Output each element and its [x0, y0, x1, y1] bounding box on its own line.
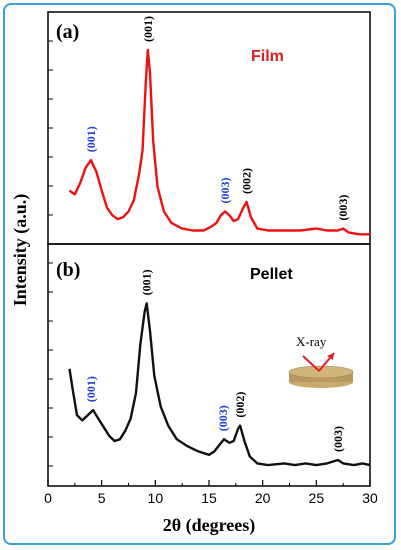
incident-ray: [302, 355, 320, 372]
peak-label: (001): [84, 376, 98, 402]
arrow-head-icon: [327, 353, 334, 360]
peak-label: (001): [140, 269, 154, 295]
peak-label: (003): [216, 405, 230, 431]
x-tick-label: 15: [201, 490, 217, 506]
pellet-label: Pellet: [250, 266, 293, 283]
x-tick-label: 10: [148, 490, 164, 506]
panel-b-label: (b): [56, 259, 80, 281]
figure-frame: [3, 3, 396, 545]
film-label: Film: [251, 48, 284, 65]
peak-label: (001): [141, 16, 155, 42]
x-tick-label: 30: [362, 490, 378, 506]
panel-b-frame: [47, 243, 371, 487]
peak-label: (003): [218, 178, 232, 204]
x-tick-label: 5: [98, 490, 106, 506]
peak-label: (003): [331, 426, 345, 452]
pellet-xrd-line: [68, 302, 371, 467]
tick-marks: 0 5 10 15 20 25 30: [44, 40, 378, 506]
peak-label: (003): [336, 195, 350, 221]
y-axis-label: Intensity (a.u.): [10, 194, 31, 307]
xray-inset: X-ray: [288, 334, 354, 388]
panel-a-label: (a): [56, 21, 79, 43]
x-tick-label: 20: [255, 490, 271, 506]
film-xrd-line: [68, 48, 370, 236]
xray-label: X-ray: [296, 334, 327, 349]
sample-disk-top: [288, 365, 354, 379]
series-layer: [68, 48, 371, 467]
x-axis-label: 2θ (degrees): [163, 515, 256, 536]
peak-label: (001): [84, 126, 98, 152]
x-tick-label: 0: [44, 490, 52, 506]
peak-labels-layer: (001)(001)(003) (002)(003)(001)(001)(003)…: [84, 16, 350, 452]
peak-label: (002): [233, 392, 247, 418]
x-tick-label: 25: [309, 490, 325, 506]
peak-label: (002): [240, 168, 254, 194]
